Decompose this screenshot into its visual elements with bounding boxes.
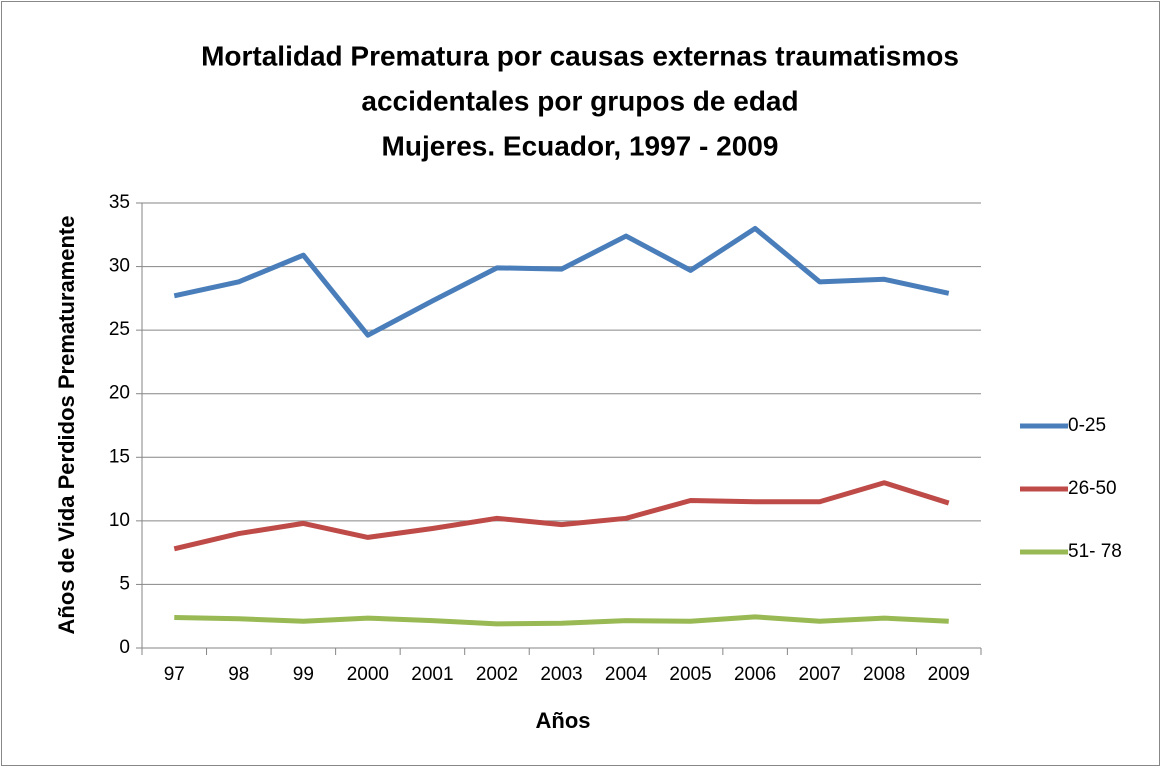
x-tick-label: 2009	[928, 664, 970, 685]
chart-title: accidentales por grupos de edad	[361, 85, 798, 116]
y-tick-label: 10	[109, 510, 130, 531]
x-tick-label: 2001	[411, 664, 453, 685]
y-tick-label: 25	[109, 319, 130, 340]
series-line	[174, 614, 949, 627]
y-tick-label: 15	[109, 446, 130, 467]
x-axis-title: Años	[536, 708, 591, 733]
legend-label: 0-25	[1068, 415, 1106, 436]
y-tick-label: 0	[119, 637, 130, 658]
x-tick-label: 2006	[734, 664, 776, 685]
chart-title: Mujeres. Ecuador, 1997 - 2009	[382, 130, 779, 161]
x-tick-label: 97	[164, 664, 185, 685]
series-line	[173, 480, 950, 552]
x-tick-label: 2000	[347, 664, 389, 685]
x-tick-label: 2002	[476, 664, 518, 685]
x-tick-label: 2003	[540, 664, 582, 685]
x-tick-label: 2008	[863, 664, 905, 685]
series-line	[173, 225, 950, 338]
y-tick-label: 30	[109, 256, 130, 277]
x-tick-label: 99	[293, 664, 314, 685]
x-tick-label: 2004	[605, 664, 648, 685]
y-tick-label: 5	[119, 573, 130, 594]
chart-title: Mortalidad Prematura por causas externas…	[201, 40, 959, 71]
y-axis-title: Años de Vida Perdidos Prematuramente	[54, 216, 79, 635]
y-tick-label: 20	[109, 383, 130, 404]
x-tick-label: 2005	[669, 664, 711, 685]
x-tick-label: 98	[228, 664, 249, 685]
y-tick-label: 35	[109, 192, 130, 213]
x-tick-label: 2007	[799, 664, 841, 685]
legend-label: 26-50	[1068, 478, 1117, 499]
legend-label: 51- 78	[1068, 541, 1122, 562]
